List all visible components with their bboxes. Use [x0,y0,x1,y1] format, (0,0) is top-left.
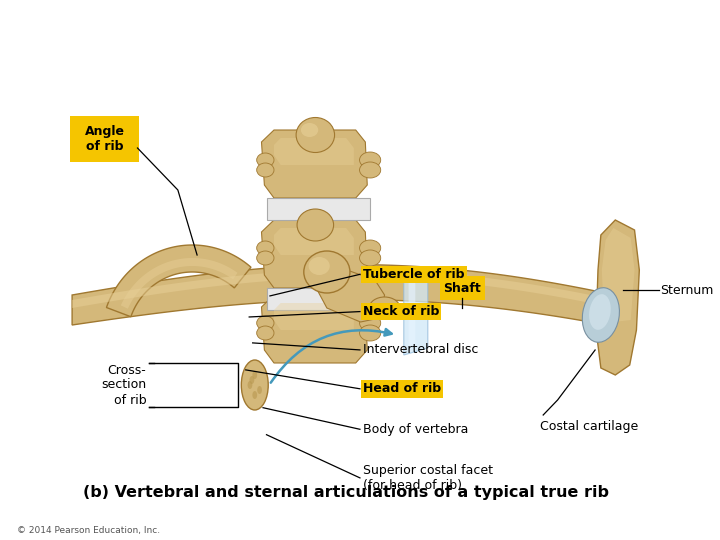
Ellipse shape [359,162,381,178]
Text: Head of rib: Head of rib [363,382,441,395]
Ellipse shape [589,294,611,330]
Ellipse shape [359,325,381,341]
FancyBboxPatch shape [70,116,140,162]
Text: Superior costal facet
(for head of rib): Superior costal facet (for head of rib) [363,464,492,492]
Ellipse shape [359,152,381,168]
Ellipse shape [582,288,619,342]
Ellipse shape [304,251,350,293]
FancyArrowPatch shape [271,329,392,383]
Ellipse shape [369,297,400,319]
Ellipse shape [297,209,333,241]
Ellipse shape [257,251,274,265]
Text: Body of vertebra: Body of vertebra [363,423,468,436]
Polygon shape [602,228,634,322]
Polygon shape [404,270,428,355]
Polygon shape [408,276,415,348]
Ellipse shape [257,316,274,330]
Polygon shape [261,130,367,198]
Ellipse shape [257,163,274,177]
Ellipse shape [257,326,274,340]
Text: Intervertebral disc: Intervertebral disc [363,343,478,356]
Text: Shaft: Shaft [444,281,481,294]
Text: © 2014 Pearson Education, Inc.: © 2014 Pearson Education, Inc. [17,525,161,535]
Polygon shape [261,220,367,288]
Text: Tubercle of rib: Tubercle of rib [363,268,464,281]
Polygon shape [121,258,238,309]
Ellipse shape [359,250,381,266]
Polygon shape [596,220,639,375]
Polygon shape [318,268,384,322]
Polygon shape [261,295,367,363]
Polygon shape [274,228,354,255]
Ellipse shape [257,153,274,167]
Text: Cross-
section
of rib: Cross- section of rib [101,363,146,407]
Text: (b) Vertebral and sternal articulations of a typical true rib: (b) Vertebral and sternal articulations … [83,484,609,500]
Ellipse shape [257,386,262,394]
Text: Sternum: Sternum [660,284,714,296]
Ellipse shape [257,241,274,255]
FancyBboxPatch shape [441,276,485,300]
Polygon shape [72,269,611,308]
Text: Costal cartilage: Costal cartilage [540,420,639,433]
Ellipse shape [253,391,257,399]
Ellipse shape [241,360,269,410]
Ellipse shape [359,240,381,256]
Ellipse shape [309,257,330,275]
Ellipse shape [248,381,253,389]
Polygon shape [72,265,611,326]
Ellipse shape [359,315,381,331]
Ellipse shape [250,376,254,384]
Polygon shape [274,138,354,165]
Ellipse shape [301,123,318,137]
Text: Angle
of rib: Angle of rib [85,125,125,153]
Ellipse shape [253,371,257,379]
Polygon shape [107,245,251,317]
Text: Neck of rib: Neck of rib [363,305,439,318]
Polygon shape [267,288,370,310]
Ellipse shape [296,118,335,152]
Polygon shape [267,198,370,220]
Polygon shape [274,303,354,330]
